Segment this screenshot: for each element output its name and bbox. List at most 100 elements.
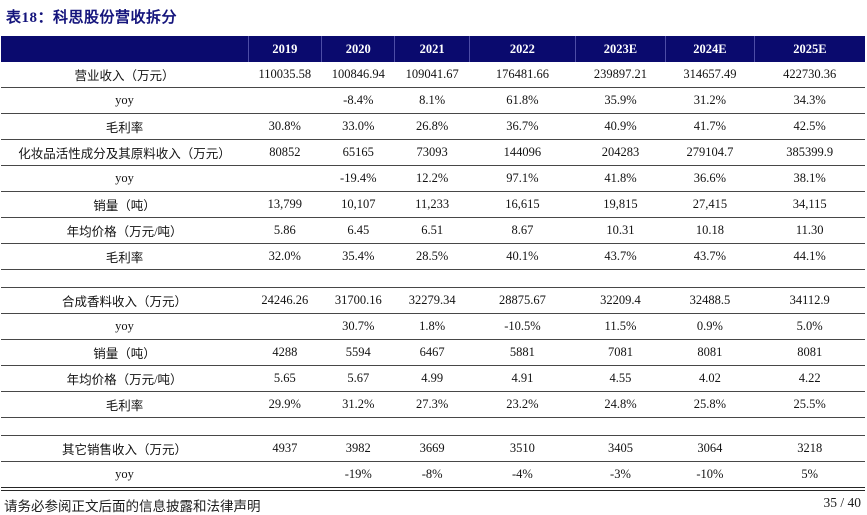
- value-cell: 176481.66: [469, 62, 576, 88]
- page-number: 35 / 40: [823, 495, 861, 510]
- header-year-cell: 2022: [468, 36, 576, 62]
- value-cell: 40.1%: [469, 243, 576, 270]
- value-cell: 144096: [469, 139, 576, 166]
- value-cell: 26.8%: [394, 113, 470, 140]
- table-row: yoy 30.7% 1.8% -10.5% 11.5% 0.9% 5.0%: [1, 313, 865, 340]
- table-row: 年均价格（万元/吨） 5.65 5.67 4.99 4.91 4.55 4.02 4.22: [1, 365, 865, 392]
- value-cell: 19,815: [575, 191, 666, 218]
- value-cell: 5.0%: [754, 313, 865, 340]
- value-cell: 110035.58: [248, 62, 322, 88]
- table-row: 营业收入（万元） 110035.58 100846.94 109041.67 17648…: [1, 62, 865, 88]
- value-cell: 16,615: [469, 191, 576, 218]
- value-cell: -10%: [696, 467, 724, 481]
- value-cell: 61.8%: [469, 87, 576, 114]
- value-cell: 27,415: [665, 191, 755, 218]
- value-cell: -10.5%: [469, 313, 576, 340]
- header-year-cell: 2019: [247, 36, 322, 62]
- row-label: 销量（吨）: [1, 191, 249, 218]
- value-cell: 35.4%: [321, 243, 395, 270]
- value-cell: 97.1%: [469, 165, 576, 192]
- table-row: 化妆品活性成分及其原料收入（万元） 80852 65165 73093 144096 20…: [1, 139, 865, 166]
- value-cell: 10.18: [665, 217, 755, 244]
- value-cell: 24.8%: [575, 391, 666, 418]
- disclaimer-text: 请务必参阅正文后面的信息披露和法律声明: [4, 499, 261, 514]
- value-cell: 65165: [321, 139, 395, 166]
- value-cell: 13,799: [248, 191, 322, 218]
- table-row: 销量（吨） 4288 5594 6467 5881 7081 8081 8081: [1, 339, 865, 366]
- table-row: 其它销售收入（万元） 4937 3982 3669 3510 3405 3064 3218: [1, 435, 865, 462]
- value-cell: 35.9%: [575, 87, 666, 114]
- value-cell: 7081: [575, 339, 666, 366]
- value-cell: 3510: [469, 435, 576, 462]
- value-cell: 23.2%: [469, 391, 576, 418]
- value-cell: 4.55: [575, 365, 666, 392]
- row-label: 化妆品活性成分及其原料收入（万元）: [1, 139, 249, 166]
- value-cell: 11.30: [754, 217, 865, 244]
- value-cell: 28875.67: [469, 287, 576, 314]
- value-cell: 32.0%: [248, 243, 322, 270]
- value-cell: 5.86: [248, 217, 322, 244]
- row-label: 毛利率: [1, 391, 249, 418]
- value-cell: 25.5%: [754, 391, 865, 418]
- value-cell: 6.45: [321, 217, 395, 244]
- spacer-row: [1, 269, 865, 288]
- value-cell: 3064: [665, 435, 755, 462]
- value-cell: 12.2%: [394, 165, 470, 192]
- value-cell: 31.2%: [665, 87, 755, 114]
- value-cell: 239897.21: [575, 62, 666, 88]
- value-cell: 1.8%: [394, 313, 470, 340]
- value-cell: 32488.5: [665, 287, 755, 314]
- value-cell: 5881: [469, 339, 576, 366]
- header-year-cell: 2024E: [664, 36, 755, 62]
- value-cell: 34112.9: [754, 287, 865, 314]
- value-cell: 32209.4: [575, 287, 666, 314]
- value-cell: -4%: [512, 467, 533, 481]
- value-cell: 27.3%: [394, 391, 470, 418]
- value-cell: 279104.7: [665, 139, 755, 166]
- table-row: yoy -19.4% 12.2% 97.1% 41.8% 36.6% 38.1%: [1, 165, 865, 192]
- value-cell: 31700.16: [321, 287, 395, 314]
- value-cell: 34,115: [754, 191, 865, 218]
- value-cell: 42.5%: [754, 113, 865, 140]
- table-row: 毛利率 29.9% 31.2% 27.3% 23.2% 24.8% 25.8% 25.5%: [1, 391, 865, 418]
- value-cell: 3982: [321, 435, 395, 462]
- value-cell: 8.67: [469, 217, 576, 244]
- value-cell: 43.7%: [575, 243, 666, 270]
- row-label: yoy: [115, 467, 134, 481]
- header-year-cell: 2025E: [753, 36, 865, 62]
- table-row: 年均价格（万元/吨） 5.86 6.45 6.51 8.67 10.31 10.18 11.3…: [1, 217, 865, 244]
- value-cell: 38.1%: [754, 165, 865, 192]
- value-cell: 3218: [754, 435, 865, 462]
- table-row: 合成香料收入（万元） 24246.26 31700.16 32279.34 28875.…: [1, 287, 865, 314]
- value-cell: 109041.67: [394, 62, 470, 88]
- table-row: yoy -19% -8% -4% -3% -10% 5%: [1, 462, 865, 488]
- value-cell: 0.9%: [665, 313, 755, 340]
- value-cell: 24246.26: [248, 287, 322, 314]
- spacer-row: [1, 417, 865, 436]
- value-cell: 4.91: [469, 365, 576, 392]
- table-row: 销量（吨） 13,799 10,107 11,233 16,615 19,815 27,41…: [1, 191, 865, 218]
- value-cell: 25.8%: [665, 391, 755, 418]
- value-cell: -19.4%: [321, 165, 395, 192]
- value-cell: 31.2%: [321, 391, 395, 418]
- value-cell: [248, 165, 322, 192]
- value-cell: 6.51: [394, 217, 470, 244]
- value-cell: 5.67: [321, 365, 395, 392]
- row-label: 销量（吨）: [1, 339, 249, 366]
- value-cell: 8081: [754, 339, 865, 366]
- value-cell: -19%: [344, 467, 372, 481]
- value-cell: 5%: [801, 467, 819, 481]
- value-cell: 5594: [321, 339, 395, 366]
- header-year-cell: 2020: [321, 36, 395, 62]
- value-cell: 4.02: [665, 365, 755, 392]
- value-cell: -3%: [610, 467, 631, 481]
- value-cell: 41.8%: [575, 165, 666, 192]
- value-cell: 11,233: [394, 191, 470, 218]
- value-cell: 4.99: [394, 365, 470, 392]
- value-cell: 3405: [575, 435, 666, 462]
- value-cell: 30.8%: [248, 113, 322, 140]
- header-label-cell: [1, 36, 249, 62]
- table-row: 毛利率 30.8% 33.0% 26.8% 36.7% 40.9% 41.7% 42.5%: [1, 113, 865, 140]
- value-cell: 36.6%: [665, 165, 755, 192]
